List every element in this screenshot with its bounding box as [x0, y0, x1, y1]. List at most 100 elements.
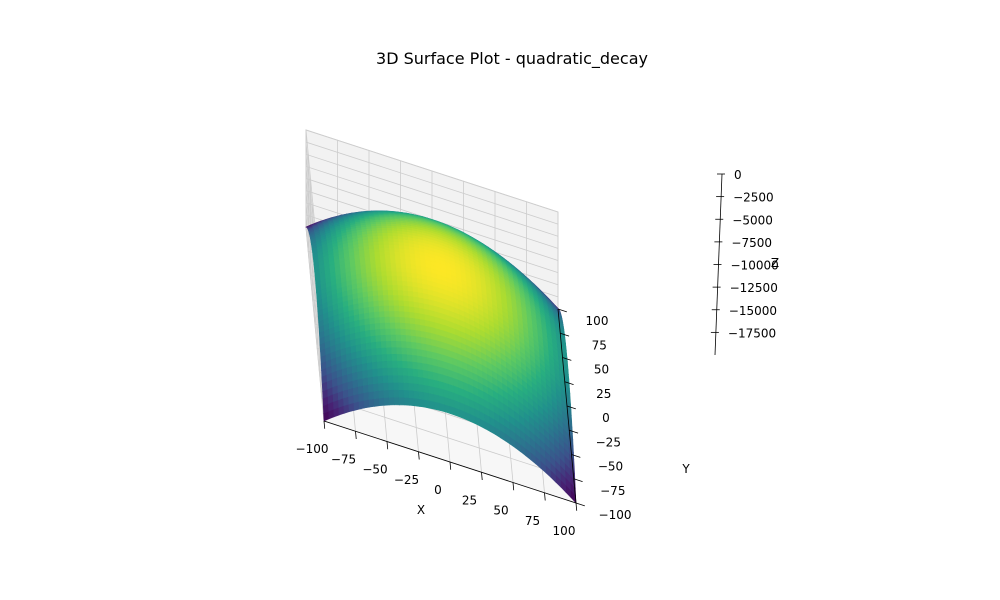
y-tick-label: 0 — [602, 411, 610, 425]
surface-patch — [398, 295, 405, 302]
surface-patch — [369, 317, 376, 325]
surface-patch — [381, 280, 389, 286]
surface-patch — [419, 398, 426, 408]
surface-patch — [387, 374, 394, 383]
surface-patch — [393, 396, 400, 406]
surface-patch — [382, 374, 389, 384]
surface-patch — [392, 280, 399, 286]
surface-patch — [375, 335, 382, 343]
surface-patch — [374, 317, 381, 325]
x-tick — [544, 492, 546, 501]
surface-patch — [393, 389, 400, 398]
surface-patch — [403, 295, 410, 302]
surface-patch — [373, 397, 380, 407]
surface-patch — [387, 280, 394, 286]
surface-patch — [361, 356, 368, 365]
surface-patch — [373, 300, 380, 308]
surface-patch — [423, 384, 430, 394]
surface-patch — [378, 244, 385, 249]
x-tick — [355, 431, 357, 440]
surface-patch — [394, 322, 402, 330]
surface-patch — [385, 334, 392, 342]
y-tick-label: 100 — [586, 314, 609, 328]
surface-patch — [379, 255, 386, 260]
surface-patch — [378, 238, 385, 243]
surface-patch — [422, 363, 429, 372]
surface-patch — [418, 383, 425, 393]
surface-patch — [389, 311, 396, 318]
surface-patch — [381, 360, 389, 369]
surface-patch — [372, 285, 379, 292]
surface-patch — [403, 389, 410, 399]
surface-patch — [390, 340, 398, 349]
surface-patch — [381, 225, 388, 229]
surface-patch — [376, 230, 384, 234]
surface-patch — [398, 305, 405, 313]
surface-patch — [402, 280, 409, 287]
surface-patch — [398, 389, 405, 398]
surface-patch — [417, 362, 424, 371]
surface-patch — [380, 267, 387, 273]
x-tick-label: 25 — [462, 493, 477, 507]
surface-patch — [409, 312, 416, 320]
surface-patch — [403, 306, 411, 313]
surface-patch — [380, 262, 387, 268]
y-tick-label: −75 — [600, 484, 625, 498]
surface-patch — [397, 374, 404, 383]
surface-patch — [366, 348, 373, 357]
surface-patch — [385, 267, 393, 273]
surface-patch — [347, 373, 354, 383]
x-tick-label: −25 — [394, 473, 419, 487]
surface-patch — [377, 235, 384, 240]
surface-patch — [353, 393, 360, 404]
surface-patch — [377, 290, 384, 297]
surface-patch — [376, 275, 383, 282]
surface-patch — [378, 295, 385, 302]
surface-patch — [384, 311, 391, 318]
surface-patch — [357, 377, 364, 387]
surface-patch — [508, 406, 515, 419]
surface-patch — [394, 255, 402, 261]
surface-patch — [381, 228, 388, 231]
surface-patch — [374, 255, 381, 261]
surface-patch — [408, 306, 416, 314]
surface-patch — [394, 251, 401, 257]
surface-patch — [398, 396, 405, 406]
x-axis-label: X — [417, 503, 425, 517]
surface-patch — [396, 271, 403, 277]
surface-patch — [374, 311, 381, 319]
surface-patch — [379, 251, 386, 257]
surface-patch — [407, 361, 414, 370]
surface-patch — [389, 316, 396, 324]
surface-patch — [401, 341, 408, 349]
y-tick — [569, 429, 579, 434]
surface-patch — [386, 271, 393, 277]
surface-patch — [427, 370, 434, 380]
surface-patch — [390, 328, 397, 336]
surface-patch — [389, 255, 396, 260]
surface-patch — [368, 306, 375, 314]
surface-patch — [402, 374, 409, 384]
x-tick — [575, 502, 578, 511]
surface-patch — [380, 341, 387, 349]
surface-patch — [404, 311, 411, 319]
surface-patch — [397, 280, 404, 287]
surface-patch — [370, 341, 377, 350]
surface-patch — [371, 354, 378, 363]
surface-patch — [393, 295, 400, 302]
x-tick-label: 50 — [493, 504, 508, 518]
x-tick — [418, 451, 420, 460]
z-tick-label: −15000 — [729, 304, 777, 318]
surface-patch — [383, 382, 390, 391]
surface-patch — [412, 368, 419, 378]
surface-patch — [398, 381, 405, 391]
surface-patch — [410, 335, 417, 344]
x-tick — [449, 461, 452, 470]
surface-patch — [377, 285, 384, 292]
surface-patch — [403, 396, 411, 406]
surface-patch — [393, 300, 400, 307]
surface-patch — [416, 355, 423, 364]
y-tick — [557, 308, 567, 313]
surface-patch — [357, 370, 364, 380]
